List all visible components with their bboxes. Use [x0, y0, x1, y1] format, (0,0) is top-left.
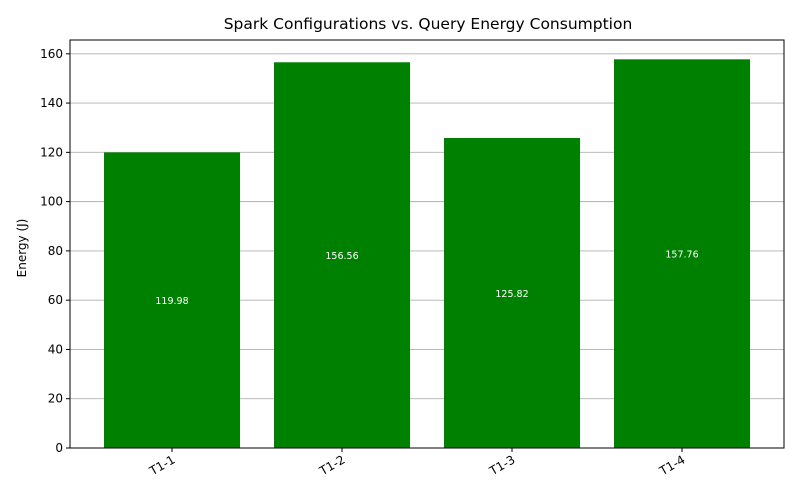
bar-value-label: 156.56	[325, 251, 358, 262]
y-tick-label: 60	[48, 293, 63, 307]
x-tick-label: T1-1	[146, 452, 177, 478]
chart-title: Spark Configurations vs. Query Energy Co…	[224, 15, 633, 33]
y-tick-label: 100	[40, 195, 63, 209]
bar	[104, 152, 240, 448]
bar	[444, 138, 580, 448]
x-tick-label: T1-3	[486, 452, 517, 478]
y-tick-label: 20	[48, 392, 63, 406]
bar-value-label: 125.82	[495, 289, 528, 300]
bar-series	[104, 59, 750, 449]
y-axis-ticks: 0 20 40 60 80 100 120 140 160	[40, 47, 70, 455]
y-tick-label: 0	[55, 441, 63, 455]
x-tick-label: T1-2	[316, 452, 347, 478]
plot-frame	[69, 39, 785, 449]
bar	[614, 59, 750, 448]
y-tick-label: 80	[48, 244, 63, 258]
x-tick-label: T1-4	[656, 452, 687, 478]
y-tick-label: 140	[40, 96, 63, 110]
y-tick-label: 40	[48, 342, 63, 356]
bar	[274, 62, 410, 449]
data-labels: 119.98 156.56 125.82 157.76	[155, 250, 698, 308]
y-tick-label: 120	[40, 145, 63, 159]
bar-value-label: 157.76	[665, 250, 698, 261]
bar-value-label: 119.98	[155, 296, 188, 307]
x-axis-ticks: T1-1 T1-2 T1-3 T1-4	[146, 448, 688, 479]
y-axis-label: Energy (J)	[15, 219, 29, 278]
y-tick-label: 160	[40, 47, 63, 61]
